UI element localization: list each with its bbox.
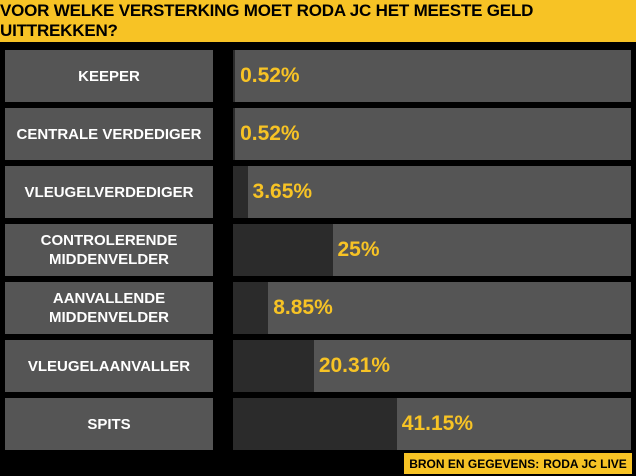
bar — [233, 282, 269, 334]
category-label: KEEPER — [5, 50, 213, 102]
value-label: 3.65% — [252, 180, 313, 203]
category-label: SPITS — [5, 398, 213, 450]
bar-row: SPITS 41.15% — [5, 398, 631, 450]
value-label: 0.52% — [240, 64, 300, 87]
bar-track: 0.52% — [233, 50, 631, 102]
bar — [233, 166, 248, 218]
bar-row: VLEUGELAANVALLER 20.31% — [5, 340, 631, 392]
bar — [233, 224, 333, 276]
source: BRON EN GEGEVENS: RODA JC LIVE — [404, 453, 632, 474]
source-label: BRON EN GEGEVENS: — [409, 456, 540, 471]
category-label: VLEUGELAANVALLER — [5, 340, 213, 392]
source-name: RODA JC LIVE — [543, 456, 627, 471]
value-label: 20.31% — [318, 354, 391, 377]
bar-row: CENTRALE VERDEDIGER 0.52% — [5, 108, 631, 160]
bar-row: AANVALLENDE MIDDENVELDER 8.85% — [5, 282, 631, 334]
bar-track: 25% — [233, 224, 631, 276]
bar — [233, 108, 236, 160]
category-label: CONTROLERENDE MIDDENVELDER — [5, 224, 213, 276]
bar-track: 0.52% — [233, 108, 631, 160]
bar-row: VLEUGELVERDEDIGER 3.65% — [5, 166, 631, 218]
bar-row: KEEPER 0.52% — [5, 50, 631, 102]
value-label: 25% — [337, 238, 380, 261]
value-label: 41.15% — [401, 412, 473, 435]
category-label: VLEUGELVERDEDIGER — [5, 166, 213, 218]
bar-track: 8.85% — [233, 282, 631, 334]
category-label: CENTRALE VERDEDIGER — [5, 108, 213, 160]
value-label: 8.85% — [273, 296, 333, 319]
bar-track: 3.65% — [233, 166, 631, 218]
bar-row: CONTROLERENDE MIDDENVELDER 25% — [5, 224, 631, 276]
category-label: AANVALLENDE MIDDENVELDER — [5, 282, 213, 334]
bar — [233, 340, 314, 392]
bar — [233, 398, 397, 450]
bar-track: 41.15% — [233, 398, 631, 450]
bar — [233, 50, 236, 102]
value-label: 0.52% — [240, 122, 300, 145]
chart-title: VOOR WELKE VERSTERKING MOET RODA JC HET … — [0, 0, 636, 42]
bar-track: 20.31% — [233, 340, 631, 392]
